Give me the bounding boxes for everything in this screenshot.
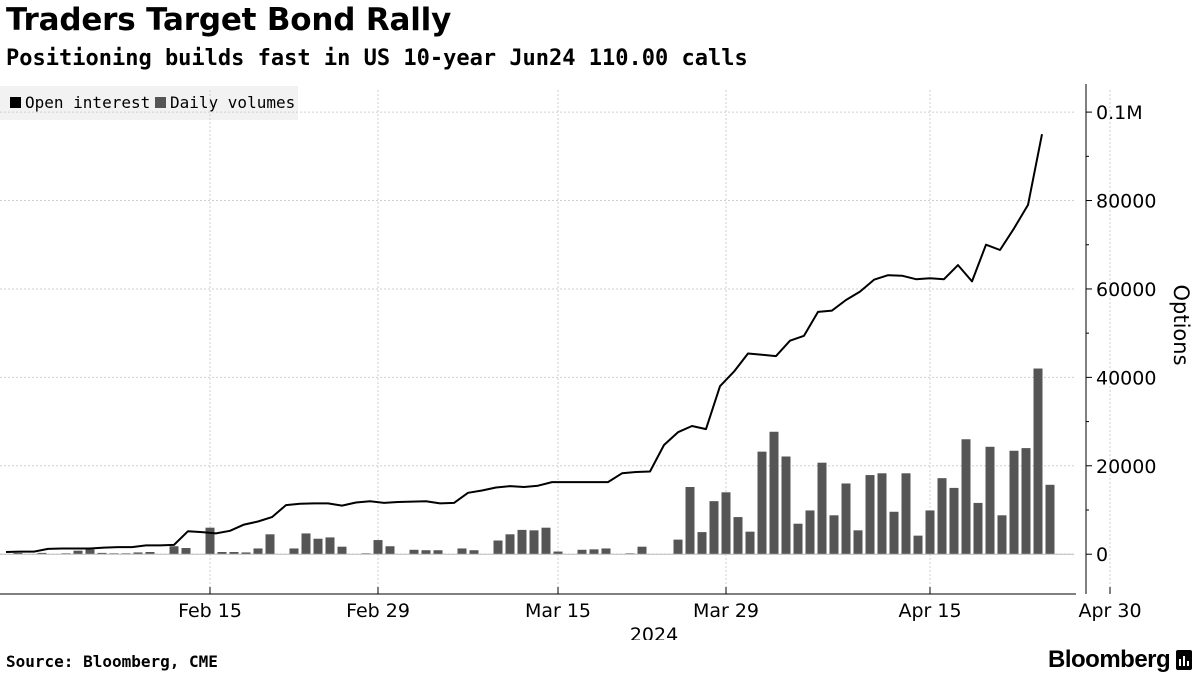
bar-daily-volume [853, 530, 863, 555]
bar-daily-volume [313, 538, 323, 555]
bar-daily-volume [733, 517, 743, 555]
chart-subtitle: Positioning builds fast in US 10-year Ju… [6, 46, 748, 71]
brand-logo: Bloomberg [1048, 646, 1193, 674]
bar-daily-volume [1009, 450, 1019, 555]
bar-daily-volume [841, 483, 851, 555]
bar-daily-volume [1045, 484, 1055, 555]
legend-item-daily-volumes: Daily volumes [155, 93, 295, 112]
bar-daily-volume [457, 548, 467, 555]
bar-daily-volume [721, 492, 731, 555]
bar-daily-volume [97, 552, 107, 555]
bar-daily-volume [73, 550, 83, 555]
x-tick-label: Mar 15 [525, 600, 591, 622]
bar-daily-volume [769, 431, 779, 555]
bar-daily-volume [289, 548, 299, 555]
chart-title: Traders Target Bond Rally [6, 2, 452, 38]
chart-legend: Open interest Daily volumes [0, 86, 298, 120]
bar-daily-volume [913, 535, 923, 555]
bar-daily-volume [553, 551, 563, 555]
bar-daily-volume [889, 511, 899, 555]
bar-daily-volume [781, 456, 791, 555]
bar-daily-volume [253, 548, 263, 555]
bar-daily-volume [973, 502, 983, 555]
bar-daily-volume [217, 552, 227, 555]
bar-daily-volume [685, 487, 695, 555]
source-note: Source: Bloomberg, CME [6, 652, 218, 671]
bar-daily-volume [145, 552, 155, 555]
bar-daily-volume [133, 552, 143, 555]
legend-swatch-daily-volumes [155, 97, 166, 108]
y-tick-label: 60000 [1096, 279, 1156, 301]
legend-item-open-interest: Open interest [10, 93, 150, 112]
bar-daily-volume [385, 546, 395, 555]
bar-daily-volume [709, 501, 719, 555]
bar-daily-volume [529, 530, 539, 555]
bar-daily-volume [325, 537, 335, 555]
x-tick-label: Mar 29 [693, 600, 759, 622]
bar-daily-volume [997, 515, 1007, 555]
bar-daily-volume [589, 549, 599, 555]
bar-daily-volume [541, 527, 551, 555]
bar-daily-volume [373, 540, 383, 555]
x-tick-label: Apr 15 [898, 600, 961, 622]
bar-daily-volume [601, 548, 611, 555]
legend-swatch-open-interest [10, 97, 21, 108]
bar-daily-volume [949, 487, 959, 555]
bar-daily-volume [829, 515, 839, 555]
bar-daily-volume [409, 549, 419, 555]
bar-daily-volume [961, 439, 971, 555]
bar-daily-volume [469, 550, 479, 555]
y-tick-label: 0 [1096, 544, 1108, 566]
bar-daily-volume [697, 532, 707, 555]
bar-daily-volume [265, 534, 275, 555]
bar-daily-volume [229, 552, 239, 555]
y-tick-label: 0.1M [1096, 102, 1143, 124]
bar-daily-volume [505, 534, 515, 555]
bar-daily-volume [673, 539, 683, 555]
bar-daily-volume [925, 510, 935, 555]
x-tick-label: Apr 30 [1078, 600, 1141, 622]
bar-daily-volume [205, 527, 215, 555]
line-open-interest [5, 134, 1043, 553]
bar-daily-volume [37, 552, 47, 555]
x-axis-year-label: 2024 [630, 624, 678, 640]
y-tick-label: 20000 [1096, 456, 1156, 478]
bar-daily-volume [793, 523, 803, 555]
bar-daily-volume [817, 462, 827, 555]
bar-daily-volume [637, 546, 647, 555]
chart-plot: 0 20000 40000 60000 80000 0.1M Options Feb 15 Fe… [0, 84, 1193, 640]
bar-daily-volume [13, 552, 23, 555]
bar-daily-volume [937, 478, 947, 555]
bar-daily-volume [241, 552, 251, 555]
bar-daily-volume [181, 548, 191, 555]
bar-daily-volume [517, 529, 527, 555]
bar-daily-volume [985, 446, 995, 555]
bar-daily-volume [169, 546, 179, 555]
bar-daily-volume [1033, 368, 1043, 555]
y-tick-label: 80000 [1096, 191, 1156, 213]
y-tick-label: 40000 [1096, 367, 1156, 389]
bar-daily-volume [337, 546, 347, 555]
bar-daily-volume [805, 510, 815, 555]
bloomberg-chart-icon [1176, 650, 1193, 670]
y-axis-label: Options [1169, 284, 1193, 365]
bar-daily-volume [421, 550, 431, 555]
bar-daily-volume [301, 533, 311, 555]
bar-daily-volume [577, 549, 587, 555]
bar-daily-volume [757, 451, 767, 555]
x-tick-label: Feb 15 [178, 600, 242, 622]
brand-name: Bloomberg [1048, 646, 1171, 673]
bar-daily-volume [865, 475, 875, 555]
legend-label-daily-volumes: Daily volumes [170, 93, 296, 112]
x-tick-label: Feb 29 [346, 600, 410, 622]
bar-daily-volume [433, 550, 443, 555]
legend-label-open-interest: Open interest [25, 93, 151, 112]
bar-daily-volume [901, 473, 911, 555]
bar-daily-volume [1021, 448, 1031, 555]
bar-daily-volume [85, 549, 95, 555]
bar-daily-volume [493, 540, 503, 555]
bar-daily-volume [877, 473, 887, 555]
bar-daily-volume [745, 531, 755, 555]
